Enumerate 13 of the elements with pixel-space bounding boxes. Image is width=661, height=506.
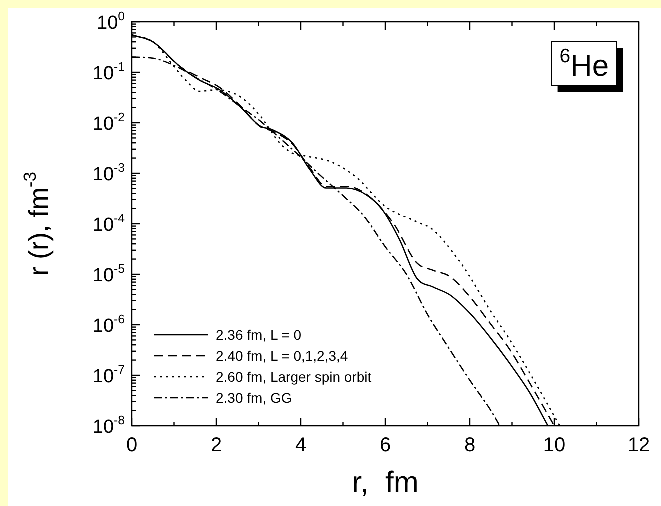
legend-label: 2.36 fm, L = 0: [216, 327, 302, 343]
legend-label: 2.60 fm, Larger spin orbit: [216, 369, 372, 385]
x-tick-label: 4: [295, 434, 307, 457]
legend-label: 2.30 fm, GG: [216, 390, 292, 406]
legend-label: 2.40 fm, L = 0,1,2,3,4: [216, 348, 348, 364]
x-tick-label: 8: [464, 434, 476, 457]
x-tick-label: 6: [380, 434, 392, 457]
x-tick-label: 10: [543, 434, 566, 457]
x-tick-label: 2: [210, 434, 222, 457]
x-tick-label: 12: [628, 434, 650, 457]
x-axis-title: r, fm: [352, 466, 419, 500]
x-tick-label: 0: [126, 434, 138, 457]
y-axis-title: r (r), fm-3: [20, 172, 54, 276]
